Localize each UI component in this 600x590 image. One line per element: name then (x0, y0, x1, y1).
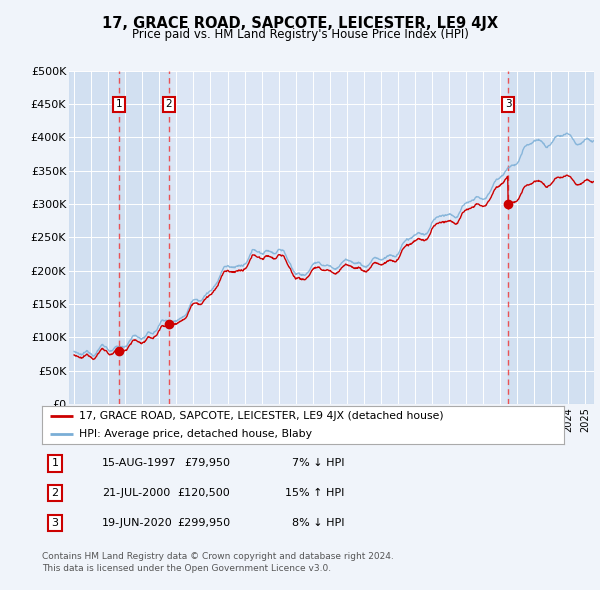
Text: £120,500: £120,500 (177, 489, 230, 498)
Text: 2: 2 (52, 489, 59, 498)
Text: 7% ↓ HPI: 7% ↓ HPI (292, 458, 345, 468)
Text: £79,950: £79,950 (184, 458, 230, 468)
Text: 1: 1 (115, 99, 122, 109)
Text: 19-JUN-2020: 19-JUN-2020 (102, 518, 173, 528)
Text: 17, GRACE ROAD, SAPCOTE, LEICESTER, LE9 4JX: 17, GRACE ROAD, SAPCOTE, LEICESTER, LE9 … (102, 16, 498, 31)
Text: This data is licensed under the Open Government Licence v3.0.: This data is licensed under the Open Gov… (42, 564, 331, 573)
Text: 3: 3 (52, 518, 59, 528)
Bar (69, 71, 119, 404)
Text: 2: 2 (166, 99, 172, 109)
Text: 1: 1 (52, 458, 59, 468)
Text: 21-JUL-2000: 21-JUL-2000 (102, 489, 170, 498)
Text: £299,950: £299,950 (177, 518, 230, 528)
Bar (119, 71, 169, 404)
Text: Contains HM Land Registry data © Crown copyright and database right 2024.: Contains HM Land Registry data © Crown c… (42, 552, 394, 561)
Bar (508, 71, 594, 404)
Text: 3: 3 (505, 99, 511, 109)
Text: 15-AUG-1997: 15-AUG-1997 (102, 458, 176, 468)
Text: 17, GRACE ROAD, SAPCOTE, LEICESTER, LE9 4JX (detached house): 17, GRACE ROAD, SAPCOTE, LEICESTER, LE9 … (79, 411, 443, 421)
Text: Price paid vs. HM Land Registry's House Price Index (HPI): Price paid vs. HM Land Registry's House … (131, 28, 469, 41)
Text: 15% ↑ HPI: 15% ↑ HPI (286, 489, 345, 498)
Text: HPI: Average price, detached house, Blaby: HPI: Average price, detached house, Blab… (79, 429, 311, 439)
Text: 8% ↓ HPI: 8% ↓ HPI (292, 518, 345, 528)
